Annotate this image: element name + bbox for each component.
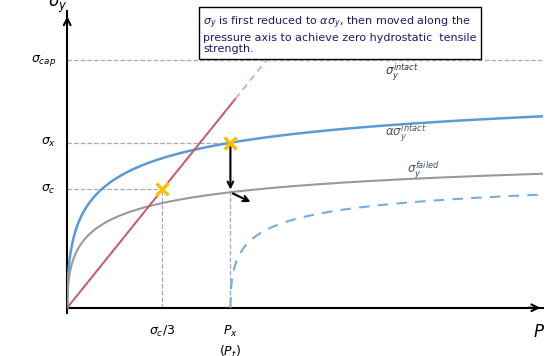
Text: $\sigma_y^{failed}$: $\sigma_y^{failed}$ <box>407 159 440 181</box>
Text: $\sigma_y$ is first reduced to $\alpha\sigma_y$, then moved along the
pressure a: $\sigma_y$ is first reduced to $\alpha\s… <box>203 15 477 54</box>
Text: $P_x$: $P_x$ <box>223 324 238 339</box>
Text: $P$: $P$ <box>533 323 545 341</box>
Text: $\sigma_x$: $\sigma_x$ <box>41 136 56 149</box>
Text: $(P_t)$: $(P_t)$ <box>220 344 241 356</box>
Text: $\sigma_y$: $\sigma_y$ <box>48 0 68 15</box>
Text: $\sigma_c/3$: $\sigma_c/3$ <box>150 324 175 339</box>
Text: $\sigma_{cap}$: $\sigma_{cap}$ <box>31 53 56 68</box>
Text: $\alpha\sigma_y^{intact}$: $\alpha\sigma_y^{intact}$ <box>385 122 426 144</box>
Text: $\sigma_y^{intact}$: $\sigma_y^{intact}$ <box>385 62 418 83</box>
Text: $\sigma_c$: $\sigma_c$ <box>41 183 56 196</box>
